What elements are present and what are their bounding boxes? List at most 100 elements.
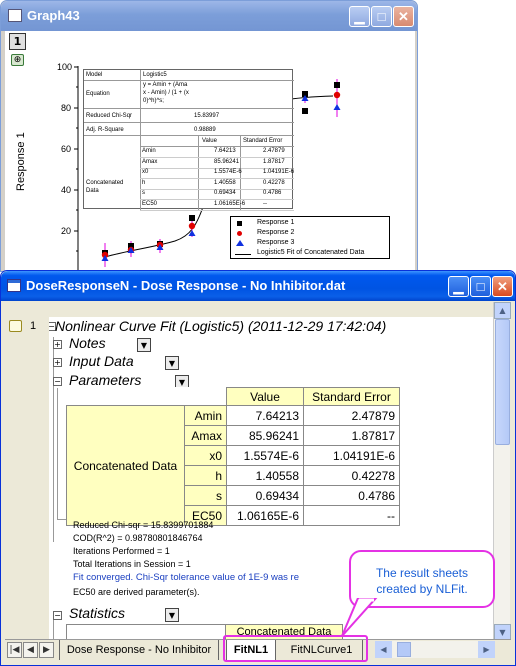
value-column-header[interactable]: Value bbox=[227, 388, 304, 406]
lock-icon[interactable] bbox=[9, 320, 22, 332]
callout-pointer bbox=[320, 598, 380, 638]
param-se-cell[interactable]: -- bbox=[304, 506, 400, 526]
callout-line: created by NLFit. bbox=[351, 581, 493, 597]
graph-fit-se-cell: 1.04191E-6 bbox=[263, 169, 294, 175]
parameters-table[interactable]: Value Standard Error Concatenated Data Am… bbox=[66, 387, 400, 526]
equation-line: x - Amin) / (1 + (x bbox=[143, 90, 189, 96]
graph-fit-param-cell: Amin bbox=[142, 148, 156, 154]
tab-dose-response[interactable]: Dose Response - No Inhibitor bbox=[59, 640, 219, 660]
graph-fit-param-cell: Amax bbox=[142, 159, 157, 165]
r2-value: 0.98889 bbox=[194, 127, 216, 133]
y-tick-label: 80 bbox=[61, 103, 71, 113]
section-statistics[interactable]: Statistics bbox=[69, 605, 125, 621]
graph-fit-param-cell: s bbox=[142, 190, 145, 196]
param-value-cell[interactable]: 1.40558 bbox=[227, 466, 304, 486]
workbook-title: DoseResponseN - Dose Response - No Inhib… bbox=[26, 278, 345, 293]
close-icon[interactable]: ✕ bbox=[393, 6, 414, 27]
equation-label: Equation bbox=[86, 91, 110, 97]
legend-label: Response 3 bbox=[257, 239, 294, 246]
param-row[interactable]: Concatenated Data Amin 7.64213 2.47879 bbox=[67, 406, 400, 426]
se-header: Standard Error bbox=[243, 138, 282, 144]
legend-label: Response 1 bbox=[257, 219, 294, 226]
expand-icon[interactable]: + bbox=[53, 340, 62, 349]
row-header-column: 1 bbox=[5, 301, 49, 641]
model-value: Logistic5 bbox=[143, 72, 167, 78]
collapse-icon[interactable]: − bbox=[53, 377, 62, 386]
y-tick-label: 100 bbox=[57, 62, 72, 72]
horizontal-scrollbar[interactable]: ◀ ▶ bbox=[375, 641, 495, 658]
scroll-up-button[interactable]: ▲ bbox=[494, 302, 511, 319]
graph-fit-value-cell: 7.64213 bbox=[214, 148, 236, 154]
graph-fit-param-cell: EC50 bbox=[142, 201, 157, 207]
param-value-cell[interactable]: 1.5574E-6 bbox=[227, 446, 304, 466]
notes-dropdown-button[interactable]: ▼ bbox=[137, 338, 151, 352]
vertical-scrollbar[interactable]: ▲ ▼ bbox=[493, 302, 510, 641]
param-value-cell[interactable]: 7.64213 bbox=[227, 406, 304, 426]
graph-fit-value-cell: 85.96241 bbox=[214, 159, 239, 165]
legend-label: Response 2 bbox=[257, 229, 294, 236]
graph-title: Graph43 bbox=[27, 8, 80, 23]
graph-fit-value-cell: 1.06165E-6 bbox=[214, 201, 245, 207]
param-name-cell[interactable]: s bbox=[185, 486, 227, 506]
y-tick-label: 60 bbox=[61, 144, 71, 154]
next-sheet-button[interactable]: ▶ bbox=[39, 642, 54, 658]
param-name-cell[interactable]: x0 bbox=[185, 446, 227, 466]
group-label: Concatenated bbox=[86, 180, 123, 186]
param-se-cell[interactable]: 2.47879 bbox=[304, 406, 400, 426]
graph-title-bar[interactable]: Graph43 ▁ □ ✕ bbox=[1, 1, 417, 31]
section-parameters[interactable]: Parameters bbox=[69, 372, 141, 388]
param-value-cell[interactable]: 85.96241 bbox=[227, 426, 304, 446]
param-se-cell[interactable]: 0.4786 bbox=[304, 486, 400, 506]
input-data-dropdown-button[interactable]: ▼ bbox=[165, 356, 179, 370]
param-value-cell[interactable]: 1.06165E-6 bbox=[227, 506, 304, 526]
close-icon[interactable]: ✕ bbox=[492, 276, 513, 297]
se-column-header[interactable]: Standard Error bbox=[304, 388, 400, 406]
statistics-dropdown-button[interactable]: ▼ bbox=[165, 608, 179, 622]
section-input-data[interactable]: Input Data bbox=[69, 353, 134, 369]
maximize-icon[interactable]: □ bbox=[371, 6, 392, 27]
legend-label: Logistic5 Fit of Concatenated Data bbox=[257, 249, 364, 256]
equation-line: y = Amin + (Ama bbox=[143, 82, 187, 88]
workbook-title-bar[interactable]: DoseResponseN - Dose Response - No Inhib… bbox=[1, 271, 515, 301]
graph-window-icon bbox=[8, 9, 22, 22]
param-se-cell[interactable]: 1.04191E-6 bbox=[304, 446, 400, 466]
y-tick-label: 20 bbox=[61, 226, 71, 236]
minimize-icon[interactable]: ▁ bbox=[349, 6, 370, 27]
note-line: Total Iterations in Session = 1 bbox=[73, 559, 191, 569]
scroll-thumb[interactable] bbox=[495, 319, 510, 445]
param-se-cell[interactable]: 0.42278 bbox=[304, 466, 400, 486]
param-value-cell[interactable]: 0.69434 bbox=[227, 486, 304, 506]
legend[interactable]: Response 1 Response 2 Response 3 Logisti… bbox=[230, 216, 390, 259]
scroll-right-button[interactable]: ▶ bbox=[478, 641, 495, 658]
maximize-icon[interactable]: □ bbox=[470, 276, 491, 297]
graph-fit-se-cell: 0.4786 bbox=[263, 190, 281, 196]
value-header: Value bbox=[202, 138, 217, 144]
expand-icon[interactable]: + bbox=[53, 358, 62, 367]
param-name-cell[interactable]: Amax bbox=[185, 426, 227, 446]
legend-item: Response 3 bbox=[235, 239, 385, 249]
scroll-left-button[interactable]: ◀ bbox=[375, 641, 392, 658]
workbook-window-icon bbox=[7, 279, 21, 292]
fit-converged-note: Fit converged. Chi-Sqr tolerance value o… bbox=[73, 572, 299, 583]
report-heading: Nonlinear Curve Fit (Logistic5) (2011-12… bbox=[55, 318, 386, 334]
graph-fit-table[interactable]: Model Logistic5 Equation y = Amin + (Ama… bbox=[83, 69, 293, 209]
group-label-cell[interactable]: Concatenated Data bbox=[67, 406, 185, 526]
first-sheet-button[interactable]: |◀ bbox=[7, 642, 22, 658]
minimize-icon[interactable]: ▁ bbox=[448, 276, 469, 297]
note-line: Iterations Performed = 1 bbox=[73, 546, 170, 556]
legend-item: Response 1 bbox=[235, 219, 385, 229]
chisqr-label: Reduced Chi-Sqr bbox=[86, 113, 132, 119]
param-name-cell[interactable]: h bbox=[185, 466, 227, 486]
note-line: COD(R^2) = 0.98780801846764 bbox=[73, 533, 203, 543]
model-label: Model bbox=[86, 72, 102, 78]
graph-fit-value-cell: 1.5574E-6 bbox=[214, 169, 242, 175]
equation-line: 0)^h)^s; bbox=[143, 98, 164, 104]
graph-page[interactable]: 1 ⊕ Response 1 bbox=[5, 31, 415, 272]
graph-window: Graph43 ▁ □ ✕ 1 ⊕ Response 1 bbox=[0, 0, 418, 272]
collapse-icon[interactable]: − bbox=[53, 611, 62, 620]
section-notes[interactable]: Notes bbox=[69, 335, 106, 351]
scroll-thumb-horizontal[interactable] bbox=[397, 642, 411, 657]
param-se-cell[interactable]: 1.87817 bbox=[304, 426, 400, 446]
param-name-cell[interactable]: Amin bbox=[185, 406, 227, 426]
prev-sheet-button[interactable]: ◀ bbox=[23, 642, 38, 658]
